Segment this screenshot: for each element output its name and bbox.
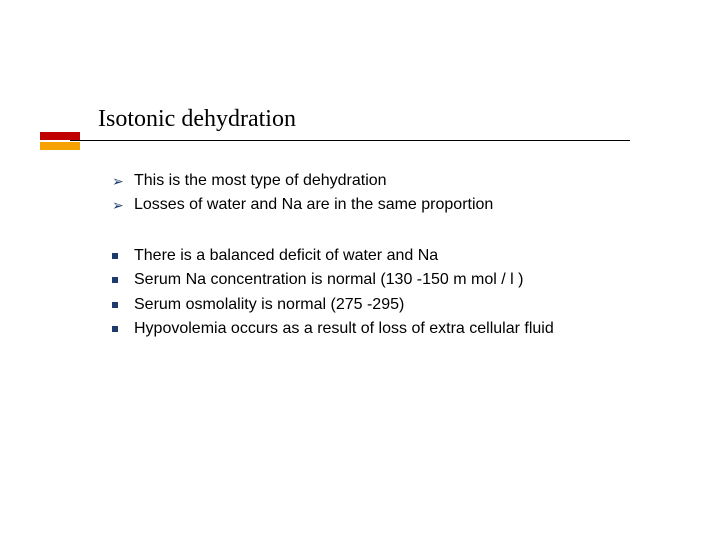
list-item-text: Serum Na concentration is normal (130 -1… bbox=[134, 269, 672, 291]
list-item-text: Losses of water and Na are in the same p… bbox=[134, 194, 672, 216]
list-item: Serum osmolality is normal (275 -295) bbox=[112, 294, 672, 316]
square-bullet-icon bbox=[112, 251, 134, 262]
list-item-text: There is a balanced deficit of water and… bbox=[134, 245, 672, 267]
group-spacer bbox=[112, 219, 672, 245]
list-item: Serum Na concentration is normal (130 -1… bbox=[112, 269, 672, 291]
slide-body: ➢ This is the most type of dehydration ➢… bbox=[112, 170, 672, 342]
chevron-right-icon: ➢ bbox=[112, 172, 134, 192]
square-bullet-icon bbox=[112, 300, 134, 311]
accent-stack bbox=[40, 132, 80, 150]
title-underline bbox=[70, 140, 630, 141]
title-area: Isotonic dehydration bbox=[98, 106, 296, 133]
square-bullet-icon bbox=[112, 275, 134, 286]
list-item-text: Serum osmolality is normal (275 -295) bbox=[134, 294, 672, 316]
list-item: ➢ Losses of water and Na are in the same… bbox=[112, 194, 672, 216]
accent-bar-orange bbox=[40, 142, 80, 150]
list-item-text: This is the most type of dehydration bbox=[134, 170, 672, 192]
square-bullet-icon bbox=[112, 324, 134, 335]
chevron-right-icon: ➢ bbox=[112, 196, 134, 216]
slide-title: Isotonic dehydration bbox=[98, 106, 296, 132]
list-item-text: Hypovolemia occurs as a result of loss o… bbox=[134, 318, 672, 340]
list-item: Hypovolemia occurs as a result of loss o… bbox=[112, 318, 672, 340]
list-item: ➢ This is the most type of dehydration bbox=[112, 170, 672, 192]
list-item: There is a balanced deficit of water and… bbox=[112, 245, 672, 267]
slide: Isotonic dehydration ➢ This is the most … bbox=[0, 0, 720, 540]
accent-bar-red bbox=[40, 132, 80, 140]
